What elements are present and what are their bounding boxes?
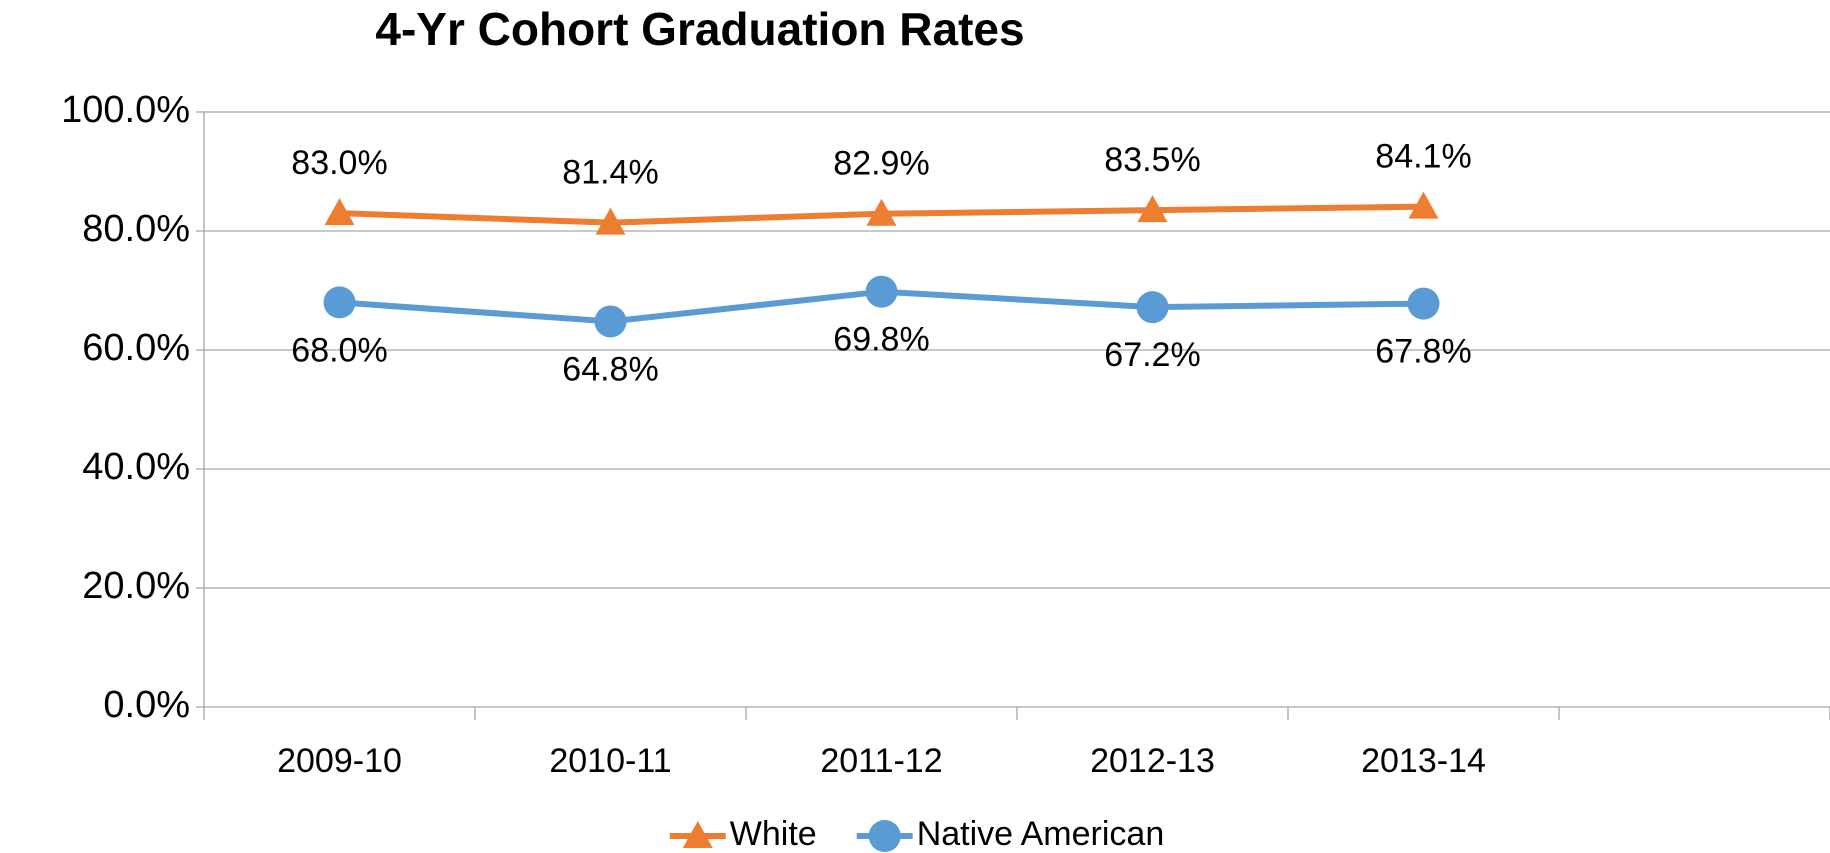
y-tick-label: 80.0% [82, 208, 190, 250]
data-point [595, 207, 626, 235]
data-point [1408, 191, 1439, 219]
x-tick-label: 2010-11 [549, 742, 671, 780]
data-point [1407, 287, 1440, 320]
y-tick-label: 60.0% [82, 327, 190, 369]
legend-label: Native American [917, 815, 1165, 853]
x-tick-label: 2011-12 [820, 742, 942, 780]
data-label: 84.1% [1375, 138, 1471, 176]
y-tick-label: 0.0% [103, 684, 190, 726]
data-label: 83.0% [291, 144, 387, 182]
data-point [866, 198, 897, 226]
data-label: 83.5% [1104, 141, 1200, 179]
data-point [324, 198, 355, 226]
data-point [1137, 195, 1168, 223]
data-point [1136, 291, 1169, 324]
data-point [594, 305, 627, 338]
y-tick-label: 100.0% [61, 89, 190, 131]
x-tick-label: 2012-13 [1090, 742, 1215, 780]
data-label: 67.2% [1104, 336, 1200, 374]
x-tick-label: 2013-14 [1361, 742, 1486, 780]
legend-marker [868, 820, 901, 852]
y-tick-label: 20.0% [82, 565, 190, 607]
data-point [865, 275, 898, 308]
y-tick-label: 40.0% [82, 446, 190, 488]
legend: White Native American [669, 815, 1165, 853]
legend-marker [682, 821, 713, 848]
chart-title: 4-Yr Cohort Graduation Rates [375, 3, 1024, 55]
x-tick-label: 2009-10 [277, 742, 402, 780]
data-label: 69.8% [833, 321, 929, 359]
data-point [323, 286, 356, 319]
data-label: 64.8% [562, 350, 658, 388]
legend-label: White [730, 815, 817, 853]
data-label: 68.0% [291, 331, 387, 369]
data-label: 81.4% [562, 154, 658, 192]
data-label: 67.8% [1375, 333, 1471, 371]
data-label: 82.9% [833, 145, 929, 183]
